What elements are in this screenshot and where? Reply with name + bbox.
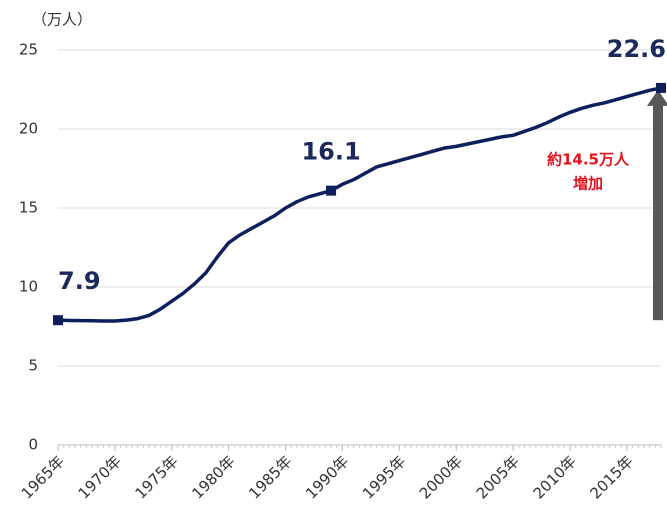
annotation: 増加 (573, 175, 603, 193)
arrow-shaft (653, 103, 663, 321)
x-tick-label: 1965年 (18, 452, 68, 502)
value-label: 22.6 (607, 35, 666, 63)
marker (326, 185, 337, 196)
x-tick-label: 1980年 (188, 452, 238, 502)
x-tick-label: 1975年 (131, 452, 181, 502)
value-label: 16.1 (301, 138, 360, 166)
y-tick-label: 25 (19, 41, 38, 59)
y-axis-label: （万人） (32, 11, 92, 29)
y-tick-label: 20 (19, 120, 38, 138)
x-tick-label: 2000年 (416, 452, 466, 502)
y-tick-label: 15 (19, 199, 38, 217)
marker (53, 315, 63, 326)
x-tick-label: 2010年 (530, 452, 580, 502)
x-tick-label: 1990年 (302, 452, 352, 502)
arrow-head (647, 89, 667, 106)
annotation: 約14.5万人 (547, 151, 630, 169)
x-tick-label: 1995年 (359, 452, 409, 502)
y-tick-label: 10 (19, 278, 38, 296)
value-label: 7.9 (58, 267, 101, 295)
x-tick-label: 1985年 (245, 452, 295, 502)
x-tick-label: 1970年 (75, 452, 125, 502)
line (57, 86, 662, 323)
x-tick-label: 2005年 (473, 452, 523, 502)
marker (656, 82, 666, 93)
y-tick-label: 5 (28, 357, 38, 375)
x-tick-label: 2015年 (587, 452, 637, 502)
y-tick-label: 0 (28, 436, 38, 454)
